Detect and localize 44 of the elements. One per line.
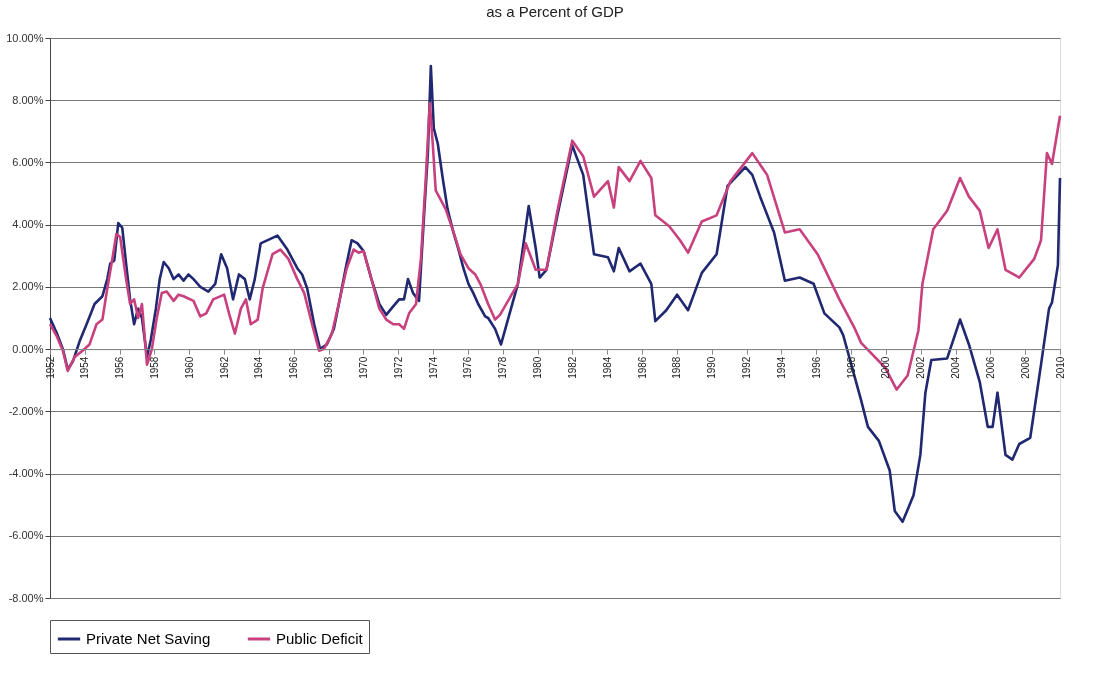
x-tick-label: 1984 <box>601 356 613 379</box>
x-tick-label: 1960 <box>183 356 195 379</box>
x-tick-label: 1956 <box>114 356 126 379</box>
x-tick-label: 1966 <box>288 356 300 379</box>
x-tick-label: 2004 <box>950 356 962 379</box>
y-tick-label: -6.00% <box>8 529 44 542</box>
y-tick-label: 4.00% <box>12 218 44 231</box>
x-tick-label: 1988 <box>671 356 683 379</box>
x-tick-label: 1980 <box>532 356 544 379</box>
x-tick-label: 1996 <box>810 356 822 379</box>
x-tick-label: 1978 <box>497 356 509 379</box>
y-tick-label: 10.00% <box>6 31 44 44</box>
x-tick-label: 2006 <box>984 356 996 379</box>
x-tick-label: 1982 <box>566 356 578 379</box>
y-tick-label: 0.00% <box>12 342 44 355</box>
x-tick-label: 2008 <box>1019 356 1031 379</box>
x-tick-label: 1952 <box>44 356 56 379</box>
y-tick-label: -4.00% <box>8 467 44 480</box>
x-tick-label: 1972 <box>392 356 404 379</box>
x-tick-label: 1992 <box>741 356 753 379</box>
x-tick-label: 1970 <box>357 356 369 379</box>
y-tick-label: 8.00% <box>12 93 44 106</box>
y-tick-label: 2.00% <box>12 280 44 293</box>
x-tick-label: 1976 <box>462 356 474 379</box>
y-tick-label: -2.00% <box>8 404 44 417</box>
x-tick-label: 1998 <box>845 356 857 379</box>
x-tick-label: 1990 <box>706 356 718 379</box>
x-tick-label: 2010 <box>1054 356 1066 379</box>
x-tick-label: 1986 <box>636 356 648 379</box>
legend-label: Private Net Saving <box>86 630 211 647</box>
x-tick-label: 1958 <box>148 356 160 379</box>
x-tick-label: 2002 <box>915 356 927 379</box>
chart-title: as a Percent of GDP <box>486 3 624 20</box>
x-tick-label: 1954 <box>79 356 91 379</box>
x-tick-label: 1974 <box>427 356 439 379</box>
y-tick-label: -8.00% <box>8 591 44 604</box>
line-series <box>48 102 1062 391</box>
x-tick-label: 2000 <box>880 356 892 379</box>
x-tick-label: 1962 <box>218 356 230 379</box>
y-tick-label: 6.00% <box>12 155 44 168</box>
x-tick-label: 1994 <box>775 356 787 379</box>
x-tick-label: 1968 <box>323 356 335 379</box>
x-tick-label: 1964 <box>253 356 265 379</box>
legend-label: Public Deficit <box>276 630 364 647</box>
